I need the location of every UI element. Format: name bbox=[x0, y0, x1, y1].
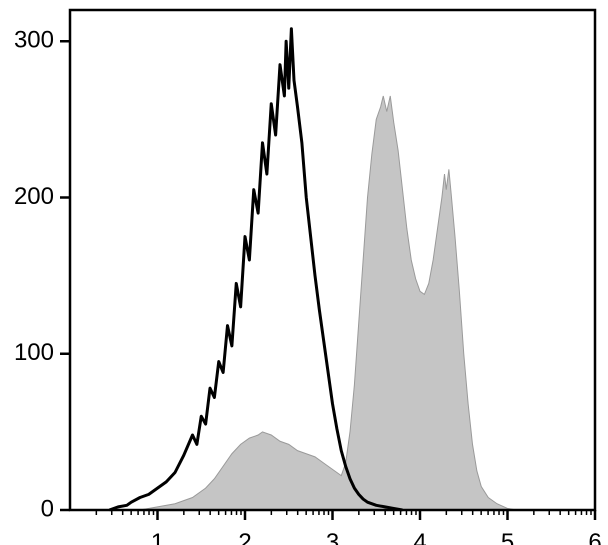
flow-cytometry-histogram: 0 100 200 300 1 2 3 4 5 6 bbox=[0, 0, 608, 545]
y-tick-label: 100 bbox=[14, 339, 54, 366]
y-tick-label: 0 bbox=[41, 495, 54, 522]
y-tick-label: 300 bbox=[14, 27, 54, 54]
x-tick-label: 1 bbox=[151, 529, 164, 545]
x-tick-label: 6 bbox=[588, 529, 601, 545]
x-tick-label: 2 bbox=[238, 529, 251, 545]
y-tick-label: 200 bbox=[14, 183, 54, 210]
x-tick-label: 4 bbox=[413, 529, 426, 545]
x-tick-label: 3 bbox=[326, 529, 339, 545]
x-tick-label: 5 bbox=[501, 529, 514, 545]
chart-svg: 0 100 200 300 1 2 3 4 5 6 bbox=[0, 0, 608, 545]
